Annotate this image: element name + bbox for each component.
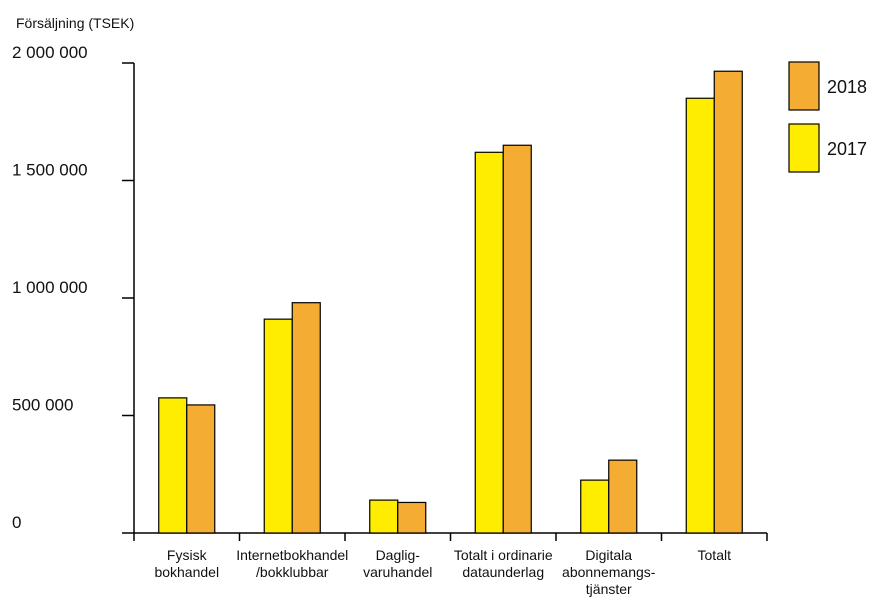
bar-2018	[608, 459, 638, 534]
bar-2018	[502, 144, 532, 534]
y-tick-label: 500 000	[12, 396, 73, 415]
bar-2018	[713, 70, 743, 534]
legend-swatch-2018	[788, 61, 820, 111]
legend-swatch-2017	[788, 123, 820, 173]
legend: 2018 2017	[788, 61, 867, 173]
axes: 0 500 000 1 000 000 1 500 000 2 000 000	[12, 43, 768, 541]
bar-2017	[685, 97, 715, 534]
legend-label-2017: 2017	[827, 139, 867, 159]
bar-2017	[369, 499, 399, 534]
bar-2017	[158, 397, 188, 534]
bar-2017	[263, 318, 293, 534]
legend-label-2018: 2018	[827, 77, 867, 97]
y-tick-label: 2 000 000	[12, 43, 88, 62]
x-tick-label: Totalt i ordinarie dataunderlag	[454, 547, 553, 580]
bar-2017	[580, 479, 610, 534]
bar-2018	[397, 501, 427, 534]
bar-2018	[186, 404, 216, 534]
bar-2017	[474, 151, 504, 534]
y-tick-label: 0	[12, 513, 21, 532]
x-axis-labels: Fysisk bokhandel Internetbokhandel/bokklub…	[154, 547, 731, 597]
x-tick-label: Digitala abonnemangs-tjänster	[562, 547, 656, 597]
y-tick-label: 1 500 000	[12, 161, 88, 180]
bars	[158, 70, 743, 534]
x-tick-label: Totalt	[698, 547, 732, 563]
x-tick-label: Daglig-varuhandel	[363, 547, 432, 580]
x-tick-label: Fysisk bokhandel	[154, 547, 219, 580]
bar-2018	[291, 302, 321, 534]
y-tick-label: 1 000 000	[12, 278, 88, 297]
y-axis-label: Försäljning (TSEK)	[16, 15, 134, 31]
x-tick-label: Internetbokhandel/bokklubbar	[236, 547, 348, 580]
